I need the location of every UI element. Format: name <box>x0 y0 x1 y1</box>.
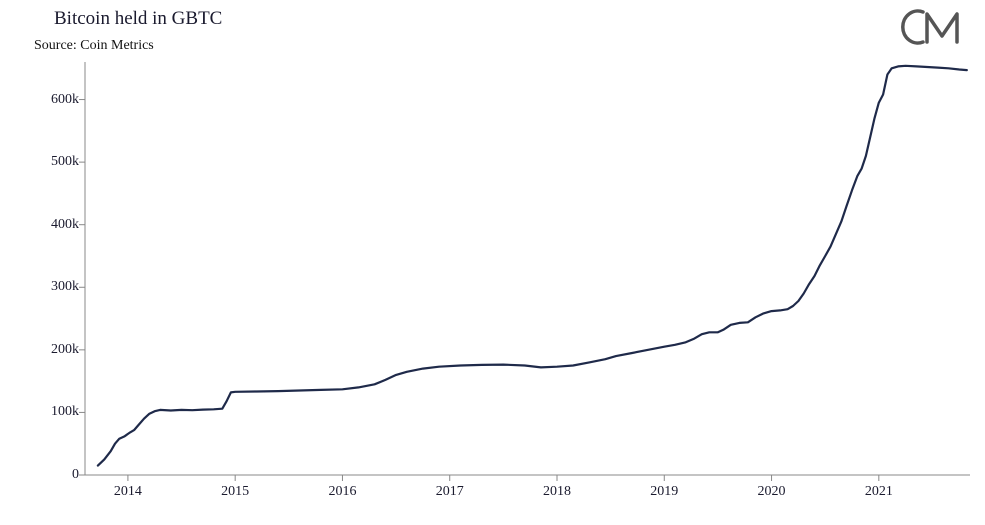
x-tick-label: 2020 <box>758 484 786 500</box>
y-tick-label: 600k <box>51 92 79 108</box>
chart-plot <box>0 0 985 525</box>
y-tick-label: 500k <box>51 154 79 170</box>
x-tick-label: 2016 <box>328 484 356 500</box>
x-tick-label: 2021 <box>865 484 893 500</box>
x-tick-label: 2019 <box>650 484 678 500</box>
y-tick-label: 200k <box>51 342 79 358</box>
x-tick-label: 2014 <box>114 484 142 500</box>
chart-container: Bitcoin held in GBTC Source: Coin Metric… <box>0 0 985 525</box>
y-tick-label: 100k <box>51 404 79 420</box>
x-tick-label: 2015 <box>221 484 249 500</box>
x-tick-label: 2018 <box>543 484 571 500</box>
y-tick-label: 300k <box>51 279 79 295</box>
x-tick-label: 2017 <box>436 484 464 500</box>
y-tick-label: 0 <box>72 467 79 483</box>
y-tick-label: 400k <box>51 217 79 233</box>
